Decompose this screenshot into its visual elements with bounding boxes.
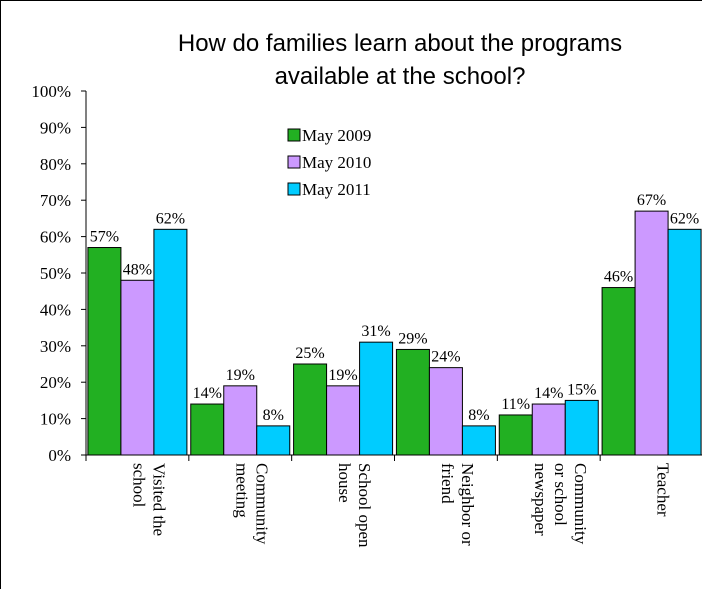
data-label: 46% bbox=[604, 269, 633, 286]
category-label: Community bbox=[252, 463, 271, 545]
legend-swatch bbox=[287, 182, 301, 196]
chart-title-line-2: available at the school? bbox=[275, 63, 526, 90]
y-tick-label: 0% bbox=[48, 446, 71, 465]
bar bbox=[461, 425, 496, 456]
bar bbox=[667, 228, 702, 456]
y-tick-label: 30% bbox=[40, 337, 71, 356]
category-label: school bbox=[129, 463, 148, 508]
category-label: newspaper bbox=[531, 463, 550, 536]
data-label: 62% bbox=[670, 210, 699, 227]
data-label: 57% bbox=[90, 229, 119, 246]
bar bbox=[87, 247, 122, 456]
bar bbox=[223, 385, 258, 456]
data-label: 48% bbox=[123, 261, 152, 278]
category-label: friend bbox=[438, 463, 457, 504]
y-tick-label: 20% bbox=[40, 373, 71, 392]
data-label: 31% bbox=[361, 323, 390, 340]
bar bbox=[326, 385, 361, 456]
data-label: 29% bbox=[398, 330, 427, 347]
data-labels: 57%14%25%29%11%46%48%19% 19%24%14%67%62%8… bbox=[90, 192, 699, 424]
legend-swatch bbox=[287, 155, 301, 169]
bar bbox=[153, 228, 188, 456]
y-tick-label: 40% bbox=[40, 300, 71, 319]
data-label: 25% bbox=[295, 345, 324, 362]
category-label: School open bbox=[355, 463, 374, 548]
data-label: 15% bbox=[567, 381, 596, 398]
category-label: Community bbox=[571, 463, 590, 545]
y-tick-label: 60% bbox=[40, 228, 71, 247]
y-tick-label: 100% bbox=[31, 82, 71, 101]
bars bbox=[87, 210, 702, 456]
category-label: Visited the bbox=[149, 463, 168, 536]
bar bbox=[256, 425, 291, 456]
y-tick-label: 10% bbox=[40, 410, 71, 429]
legend: May 2009 May 2010 May 2011 bbox=[287, 126, 371, 199]
bar bbox=[531, 403, 566, 456]
y-tick-label: 80% bbox=[40, 155, 71, 174]
data-label: 62% bbox=[156, 210, 185, 227]
bar bbox=[564, 399, 599, 456]
chart-title: How do families learn about the programs… bbox=[178, 30, 622, 90]
chart-title-line-1: How do families learn about the programs bbox=[178, 30, 622, 57]
data-label: 24% bbox=[431, 349, 460, 366]
bar bbox=[293, 363, 328, 456]
bar bbox=[359, 341, 394, 456]
category-label: Neighbor or bbox=[458, 463, 477, 546]
category-label: meeting bbox=[232, 463, 251, 518]
data-label: 8% bbox=[263, 407, 284, 424]
bar bbox=[395, 348, 430, 456]
category-label: house bbox=[335, 463, 354, 503]
y-tick-label: 90% bbox=[40, 118, 71, 137]
axes: 0% 10% 20% 30% 40% 50% 60% 70% 80% 90% 100% bbox=[31, 82, 702, 465]
data-label: 14% bbox=[534, 385, 563, 402]
category-label: or school bbox=[551, 463, 570, 526]
data-label: 14% bbox=[193, 385, 222, 402]
bar bbox=[120, 279, 155, 456]
bar bbox=[498, 414, 533, 456]
bar bbox=[428, 367, 463, 456]
legend-label: May 2010 bbox=[302, 153, 371, 172]
data-label: 11% bbox=[501, 396, 530, 413]
legend-swatch bbox=[287, 128, 301, 142]
data-label: 19% bbox=[328, 367, 357, 384]
legend-label: May 2009 bbox=[302, 126, 371, 145]
bar bbox=[601, 287, 636, 456]
bar bbox=[190, 403, 225, 456]
bar bbox=[634, 210, 669, 456]
category-label: Teacher bbox=[654, 463, 673, 517]
data-label: 19% bbox=[226, 367, 255, 384]
legend-label: May 2011 bbox=[302, 180, 371, 199]
y-tick-label: 50% bbox=[40, 264, 71, 283]
data-label: 8% bbox=[468, 407, 489, 424]
y-tick-label: 70% bbox=[40, 191, 71, 210]
data-label: 67% bbox=[637, 192, 666, 209]
